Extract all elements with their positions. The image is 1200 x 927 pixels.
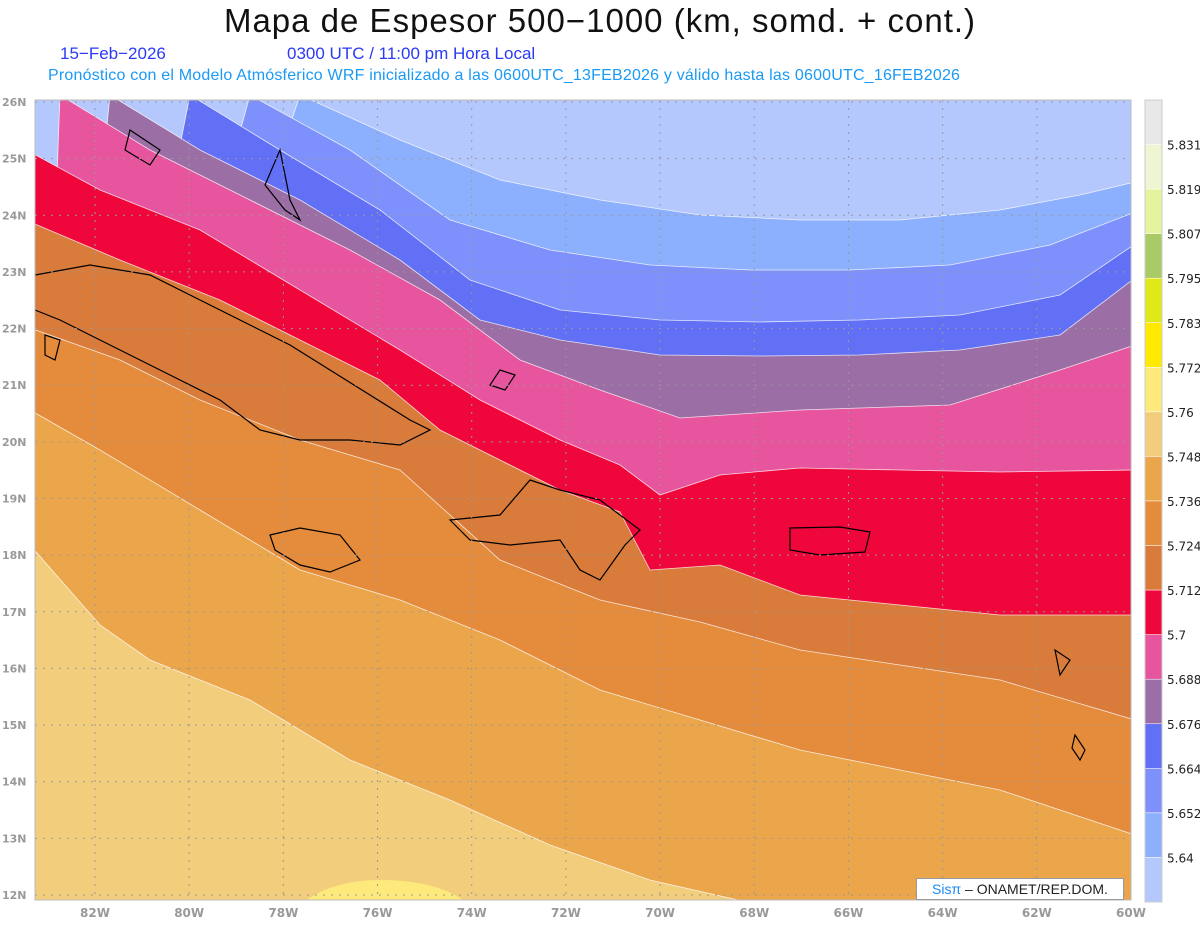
lon-label: 80W — [174, 906, 204, 920]
lat-label: 23N — [2, 266, 27, 279]
colorbar-label: 5.724 — [1167, 540, 1200, 554]
lat-label: 22N — [2, 323, 27, 336]
colorbar-swatch — [1144, 411, 1163, 457]
colorbar-swatch — [1144, 500, 1163, 546]
lat-label: 21N — [2, 379, 27, 392]
colorbar-swatch — [1144, 589, 1163, 635]
colorbar-swatch — [1144, 233, 1163, 279]
lat-label: 16N — [2, 662, 27, 675]
lat-label: 12N — [2, 889, 27, 902]
lon-label: 62W — [1022, 906, 1052, 920]
colorbar-label: 5.831 — [1167, 139, 1200, 153]
colorbar-label: 5.64 — [1167, 851, 1194, 865]
colorbar-swatch — [1144, 99, 1163, 145]
colorbar-label: 5.819 — [1167, 183, 1200, 197]
coastline — [448, 479, 641, 581]
lat-label: 18N — [2, 549, 27, 562]
lon-label: 72W — [551, 906, 581, 920]
colorbar-label: 5.748 — [1167, 450, 1200, 464]
coastline — [489, 369, 516, 391]
colorbar-swatch — [1144, 277, 1163, 324]
lon-label: 64W — [928, 906, 958, 920]
colorbar-swatch — [1144, 456, 1163, 502]
lat-label: 19N — [2, 493, 27, 506]
colorbar-label: 5.783 — [1167, 317, 1200, 331]
lat-label: 24N — [2, 209, 27, 222]
colorbar-swatch — [1144, 322, 1163, 368]
lon-label: 70W — [645, 906, 675, 920]
colorbar-label: 5.736 — [1167, 495, 1200, 509]
colorbar-label: 5.76 — [1167, 406, 1194, 420]
lon-label: 76W — [363, 906, 393, 920]
lon-label: 68W — [739, 906, 769, 920]
forecast-info: Pronóstico con el Modelo Atmósferico WRF… — [48, 67, 961, 84]
colorbar-label: 5.652 — [1167, 807, 1200, 821]
credit-box: Sisπ – ONAMET/REP.DOM. — [916, 878, 1124, 900]
colorbar-label: 5.688 — [1167, 673, 1200, 687]
colorbar-swatch — [1144, 723, 1163, 769]
colorbar-label: 5.676 — [1167, 718, 1200, 732]
lat-label: 25N — [2, 153, 27, 166]
colorbar-swatch — [1144, 812, 1163, 858]
colorbar-swatch — [1144, 678, 1163, 725]
lon-label: 82W — [80, 906, 110, 920]
credit-text: – ONAMET/REP.DOM. — [961, 881, 1108, 897]
lon-label: 60W — [1116, 906, 1146, 920]
lat-label: 17N — [2, 606, 27, 619]
date-label: 15−Feb−2026 — [60, 44, 166, 63]
lat-label: 13N — [2, 832, 27, 845]
colorbar-swatch — [1144, 857, 1163, 903]
coastline — [269, 527, 361, 573]
coastline — [44, 334, 61, 361]
thickness-band — [35, 550, 740, 900]
map-frame — [34, 99, 1132, 901]
lat-label: 26N — [2, 96, 27, 109]
colorbar-swatch — [1144, 545, 1163, 591]
coastline — [124, 129, 161, 166]
colorbar-frame — [1144, 99, 1163, 903]
lon-label: 78W — [268, 906, 298, 920]
coastline — [1054, 648, 1071, 677]
colorbar-label: 5.7 — [1167, 629, 1186, 643]
lat-label: 20N — [2, 436, 27, 449]
time-label: 0300 UTC / 11:00 pm Hora Local — [287, 44, 536, 63]
colorbar-swatch — [1144, 188, 1163, 234]
lat-label: 14N — [2, 776, 27, 789]
coastline — [1071, 733, 1086, 762]
coastline — [264, 147, 302, 222]
lat-label: 15N — [2, 719, 27, 732]
colorbar-swatch — [1144, 634, 1163, 680]
thickness-band — [306, 880, 464, 900]
colorbar-label: 5.712 — [1167, 584, 1200, 598]
colorbar-swatch — [1144, 367, 1163, 413]
colorbar-label: 5.772 — [1167, 361, 1200, 375]
colorbar-swatch — [1144, 768, 1163, 814]
colorbar-label: 5.795 — [1167, 272, 1200, 286]
coastline — [789, 526, 871, 556]
colorbar-label: 5.807 — [1167, 228, 1200, 242]
lon-label: 74W — [457, 906, 487, 920]
colorbar-swatch — [1144, 144, 1163, 190]
colorbar-label: 5.664 — [1167, 762, 1200, 776]
lon-label: 66W — [833, 906, 863, 920]
map-title: Mapa de Espesor 500−1000 (km, somd. + co… — [223, 2, 977, 39]
coastline — [35, 264, 432, 446]
credit-brand: Sisπ — [932, 881, 962, 897]
